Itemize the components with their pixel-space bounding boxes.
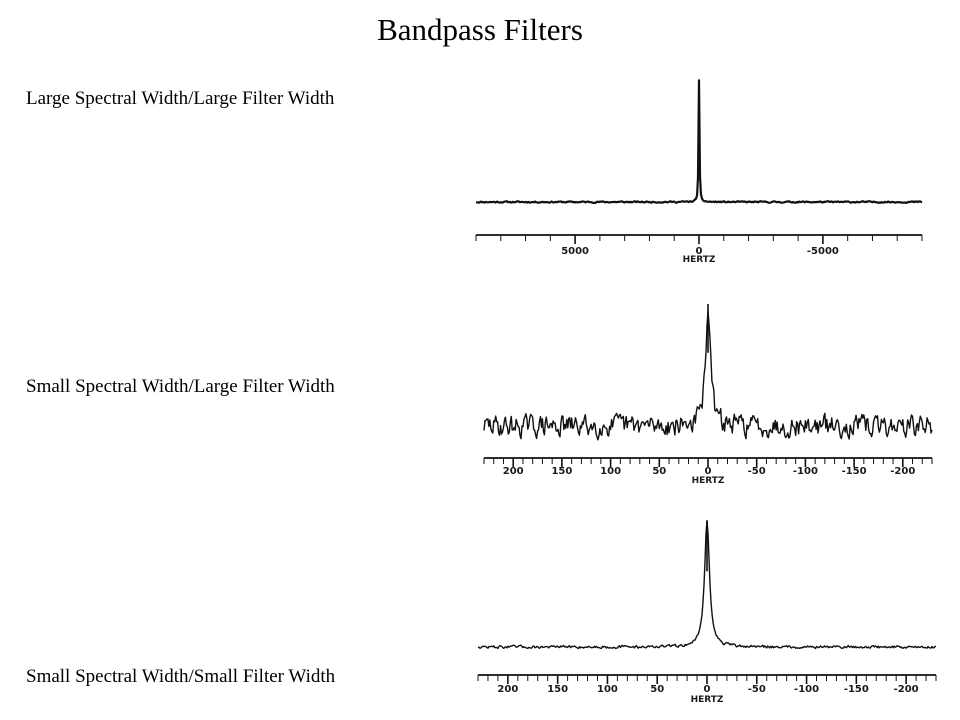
x-tick-label: 0 — [696, 246, 703, 257]
x-tick-label: -100 — [794, 684, 819, 695]
x-tick-label: -200 — [894, 684, 919, 695]
x-tick-label: 100 — [597, 684, 618, 695]
x-axis-title: HERTZ — [683, 255, 716, 265]
x-axis-title: HERTZ — [691, 695, 724, 705]
x-tick-label: -200 — [890, 466, 915, 477]
x-tick-label: -150 — [844, 684, 869, 695]
x-tick-label: -150 — [842, 466, 867, 477]
x-tick-label: 50 — [650, 684, 664, 695]
x-tick-label: 0 — [705, 466, 712, 477]
x-tick-label: -100 — [793, 466, 818, 477]
x-tick-label: 100 — [600, 466, 621, 477]
panel-label-large-large: Large Spectral Width/Large Filter Width — [26, 88, 335, 109]
x-tick-label: 0 — [704, 684, 711, 695]
x-tick-label: 50 — [652, 466, 666, 477]
x-tick-label: 150 — [547, 684, 568, 695]
x-tick-label: -50 — [748, 466, 766, 477]
x-tick-label: 200 — [497, 684, 518, 695]
page-title: Bandpass Filters — [377, 12, 583, 47]
x-tick-label: -5000 — [807, 246, 839, 257]
spectrum-trace — [477, 519, 937, 650]
spectrum-trace — [475, 79, 923, 204]
panel-label-small-small: Small Spectral Width/Small Filter Width — [26, 666, 336, 687]
x-tick-label: 150 — [551, 466, 572, 477]
x-tick-label: 200 — [503, 466, 524, 477]
x-axis-title: HERTZ — [692, 476, 725, 486]
spectrum-chart-large-large: 5000 0 -5000 HERTZ — [475, 79, 923, 265]
spectrum-chart-small-large: 200 150 100 50 0 -50 -100 -150 -200 HERTZ — [483, 304, 933, 486]
spectrum-chart-small-small: 200 150 100 50 0 -50 -100 -150 -200 HERTZ — [477, 519, 937, 705]
panel-label-small-large: Small Spectral Width/Large Filter Width — [26, 376, 335, 397]
x-tick-label: 5000 — [561, 246, 589, 257]
x-tick-label: -50 — [748, 684, 766, 695]
